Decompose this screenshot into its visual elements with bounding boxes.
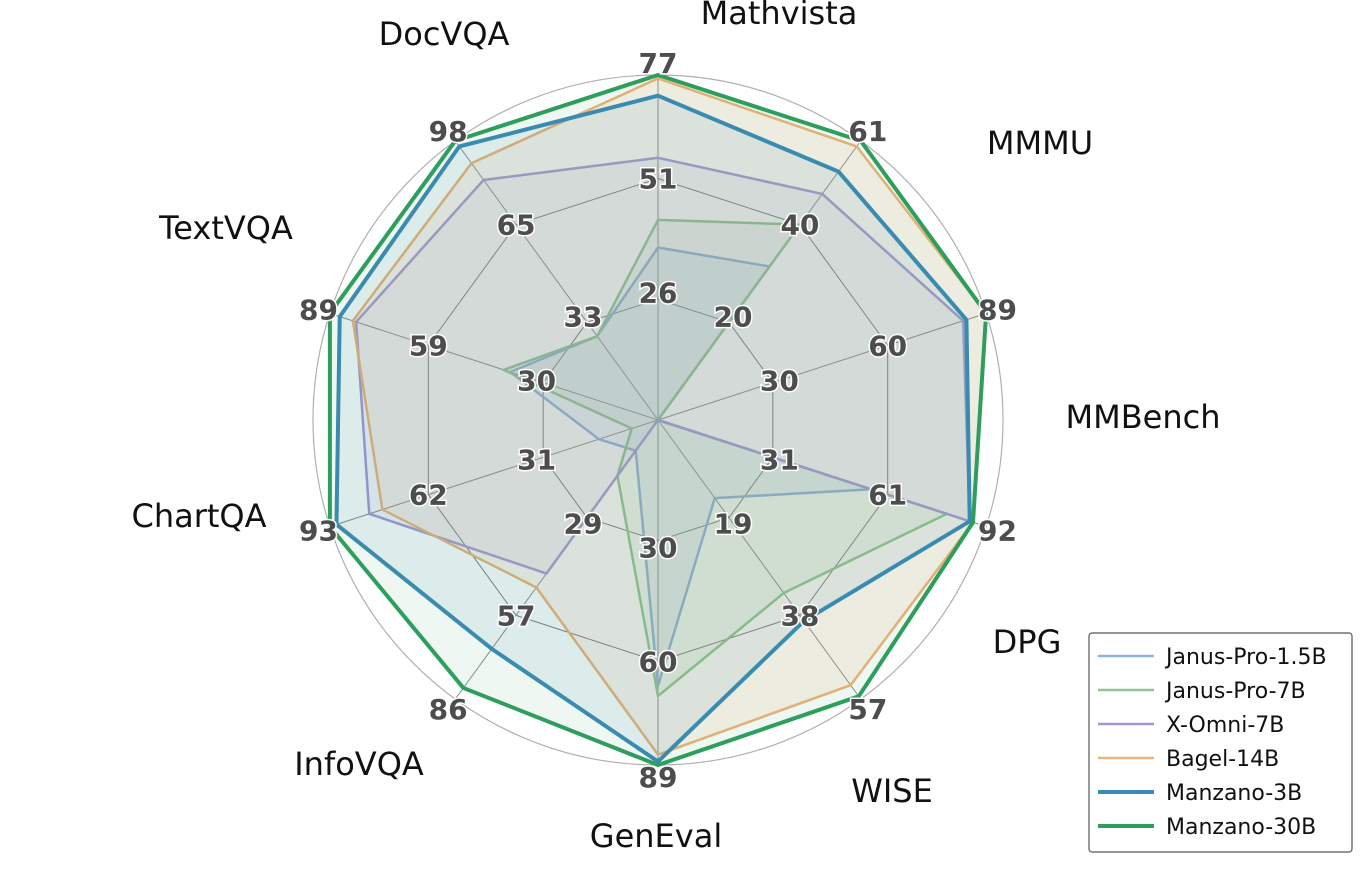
tick-label: 20 (714, 301, 753, 334)
axis-label-dpg: DPG (993, 623, 1062, 661)
legend-label: Janus-Pro-7B (1164, 679, 1306, 704)
axis-label-infovqa: InfoVQA (294, 745, 424, 783)
axis-label-wise: WISE (851, 772, 933, 810)
tick-labels: 26 51 77 20 40 61 30 60 89 31 61 92 19 38 57 30 60 89 29 57… (297, 46, 1018, 796)
tick-label: 40 (780, 209, 819, 242)
tick-label: 89 (639, 761, 678, 794)
axis-label-mathvista: Mathvista (701, 0, 858, 32)
axis-label-mmmu: MMMU (987, 124, 1093, 162)
grid-spoke (657, 312, 987, 421)
tick-label: 30 (517, 365, 556, 398)
grid-spoke (454, 140, 659, 421)
radar-series (327, 73, 989, 767)
tick-label: 30 (760, 365, 799, 398)
grid-spoke (329, 312, 659, 421)
tick-label: 38 (780, 599, 819, 632)
tick-label: 30 (639, 532, 678, 565)
series-bagel-14b (351, 77, 988, 756)
tick-label: 60 (868, 329, 907, 362)
series-x-omni-7b (354, 156, 971, 575)
tick-label: 51 (639, 163, 678, 196)
tick-label: 29 (563, 507, 602, 540)
tick-label: 60 (639, 646, 678, 679)
tick-label: 57 (848, 693, 887, 726)
legend-box (1088, 632, 1353, 853)
axis-label-textvqa: TextVQA (158, 209, 293, 247)
legend-label: Janus-Pro-1.5B (1164, 645, 1327, 670)
series-janus-pro-7b (502, 218, 948, 698)
axis-label-mmbench: MMBench (1065, 398, 1220, 436)
tick-label: 31 (760, 443, 799, 476)
axis-labels: Mathvista MMMU MMBench DPG WISE GenEval InfoVQ… (131, 0, 1220, 855)
tick-label: 65 (497, 209, 536, 242)
axis-label-geneval: GenEval (590, 817, 722, 855)
legend-label: Manzano-30B (1166, 815, 1316, 840)
tick-label: 62 (409, 479, 448, 512)
series-manzano-3b (334, 93, 972, 764)
tick-label: 31 (517, 443, 556, 476)
tick-label: 89 (978, 294, 1017, 327)
tick-label: 33 (563, 301, 602, 334)
tick-label: 26 (639, 276, 678, 309)
tick-label: 98 (429, 115, 468, 148)
axis-label-docvqa: DocVQA (379, 15, 510, 53)
tick-label: 61 (868, 479, 907, 512)
tick-label: 86 (429, 693, 468, 726)
grid-spoke (657, 419, 862, 700)
tick-label: 92 (978, 514, 1017, 547)
tick-label: 93 (299, 514, 338, 547)
legend: Janus-Pro-1.5B Janus-Pro-7B X-Omni-7B Bagel… (1088, 632, 1353, 853)
grid-spoke (329, 419, 659, 528)
axis-label-chartqa: ChartQA (131, 497, 266, 535)
tick-label: 57 (497, 599, 536, 632)
tick-label: 59 (409, 329, 448, 362)
legend-label: X-Omni-7B (1166, 713, 1284, 738)
tick-label: 19 (714, 507, 753, 540)
legend-label: Manzano-3B (1166, 781, 1302, 806)
legend-label: Bagel-14B (1166, 747, 1279, 772)
series-manzano-30b (327, 73, 989, 767)
tick-label: 61 (848, 115, 887, 148)
tick-label: 77 (639, 47, 678, 80)
tick-label: 89 (299, 294, 338, 327)
